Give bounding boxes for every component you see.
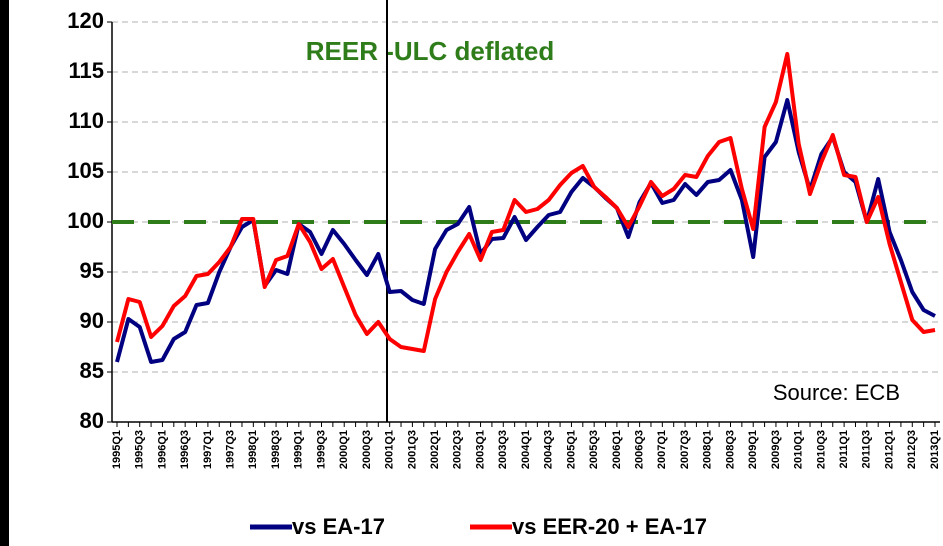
x-tick-label: 2011Q3 bbox=[861, 430, 873, 469]
left-border bbox=[0, 0, 9, 546]
y-tick-label: 80 bbox=[80, 408, 104, 433]
x-tick-label: 2012Q1 bbox=[883, 430, 895, 469]
x-tick-label: 2006Q1 bbox=[611, 430, 623, 469]
x-tick-label: 2000Q1 bbox=[338, 430, 350, 469]
chart-title: REER -ULC deflated bbox=[306, 36, 554, 66]
y-tick-label: 95 bbox=[80, 258, 104, 283]
x-tick-label: 2003Q1 bbox=[474, 430, 486, 469]
x-tick-label: 2012Q3 bbox=[906, 430, 918, 469]
x-tick-label: 1998Q1 bbox=[247, 430, 259, 469]
x-tick-label: 2009Q3 bbox=[770, 430, 782, 469]
x-tick-label: 1996Q1 bbox=[156, 430, 168, 469]
x-tick-label: 2005Q3 bbox=[588, 430, 600, 469]
x-tick-label: 2010Q3 bbox=[815, 430, 827, 469]
y-tick-label: 90 bbox=[80, 308, 104, 333]
x-tick-label: 2007Q3 bbox=[679, 430, 691, 469]
x-tick-label: 2011Q1 bbox=[838, 430, 850, 469]
x-tick-label: 2002Q3 bbox=[452, 430, 464, 469]
x-tick-label: 2008Q1 bbox=[702, 430, 714, 469]
x-tick-label: 1998Q3 bbox=[270, 430, 282, 469]
x-tick-label: 2003Q3 bbox=[497, 430, 509, 469]
x-tick-label: 1996Q3 bbox=[179, 430, 191, 469]
x-tick-label: 1997Q1 bbox=[202, 430, 214, 469]
x-tick-label: 2010Q1 bbox=[793, 430, 805, 469]
x-tick-label: 2009Q1 bbox=[747, 430, 759, 469]
x-tick-label: 1995Q1 bbox=[111, 430, 123, 469]
x-tick-label: 2006Q3 bbox=[634, 430, 646, 469]
y-tick-label: 100 bbox=[67, 208, 104, 233]
x-tick-label: 1999Q3 bbox=[315, 430, 327, 469]
y-tick-label: 115 bbox=[69, 58, 105, 83]
series-line bbox=[115, 52, 936, 353]
x-tick-label: 2000Q3 bbox=[361, 430, 373, 469]
y-tick-label: 85 bbox=[80, 358, 104, 383]
legend-label: vs EA-17 bbox=[292, 514, 385, 539]
x-tick-label: 2007Q1 bbox=[656, 430, 668, 469]
x-tick-label: 1999Q1 bbox=[293, 430, 305, 469]
x-tick-label: 1995Q3 bbox=[134, 430, 146, 469]
legend-label: vs EER-20 + EA-17 bbox=[512, 514, 707, 539]
y-tick-label: 120 bbox=[67, 8, 104, 33]
x-tick-label: 2005Q1 bbox=[565, 430, 577, 469]
x-tick-label: 1997Q3 bbox=[225, 430, 237, 469]
x-tick-label: 2001Q3 bbox=[406, 430, 418, 469]
x-tick-label: 2013Q1 bbox=[929, 430, 941, 469]
source-note: Source: ECB bbox=[773, 380, 900, 405]
y-tick-label: 105 bbox=[67, 158, 104, 183]
x-tick-label: 2004Q3 bbox=[543, 430, 555, 469]
x-tick-label: 2004Q1 bbox=[520, 430, 532, 469]
y-tick-label: 110 bbox=[69, 108, 105, 133]
x-tick-label: 2002Q1 bbox=[429, 430, 441, 469]
series-line bbox=[115, 98, 936, 364]
x-tick-label: 2001Q1 bbox=[384, 430, 396, 469]
x-tick-label: 2008Q3 bbox=[724, 430, 736, 469]
